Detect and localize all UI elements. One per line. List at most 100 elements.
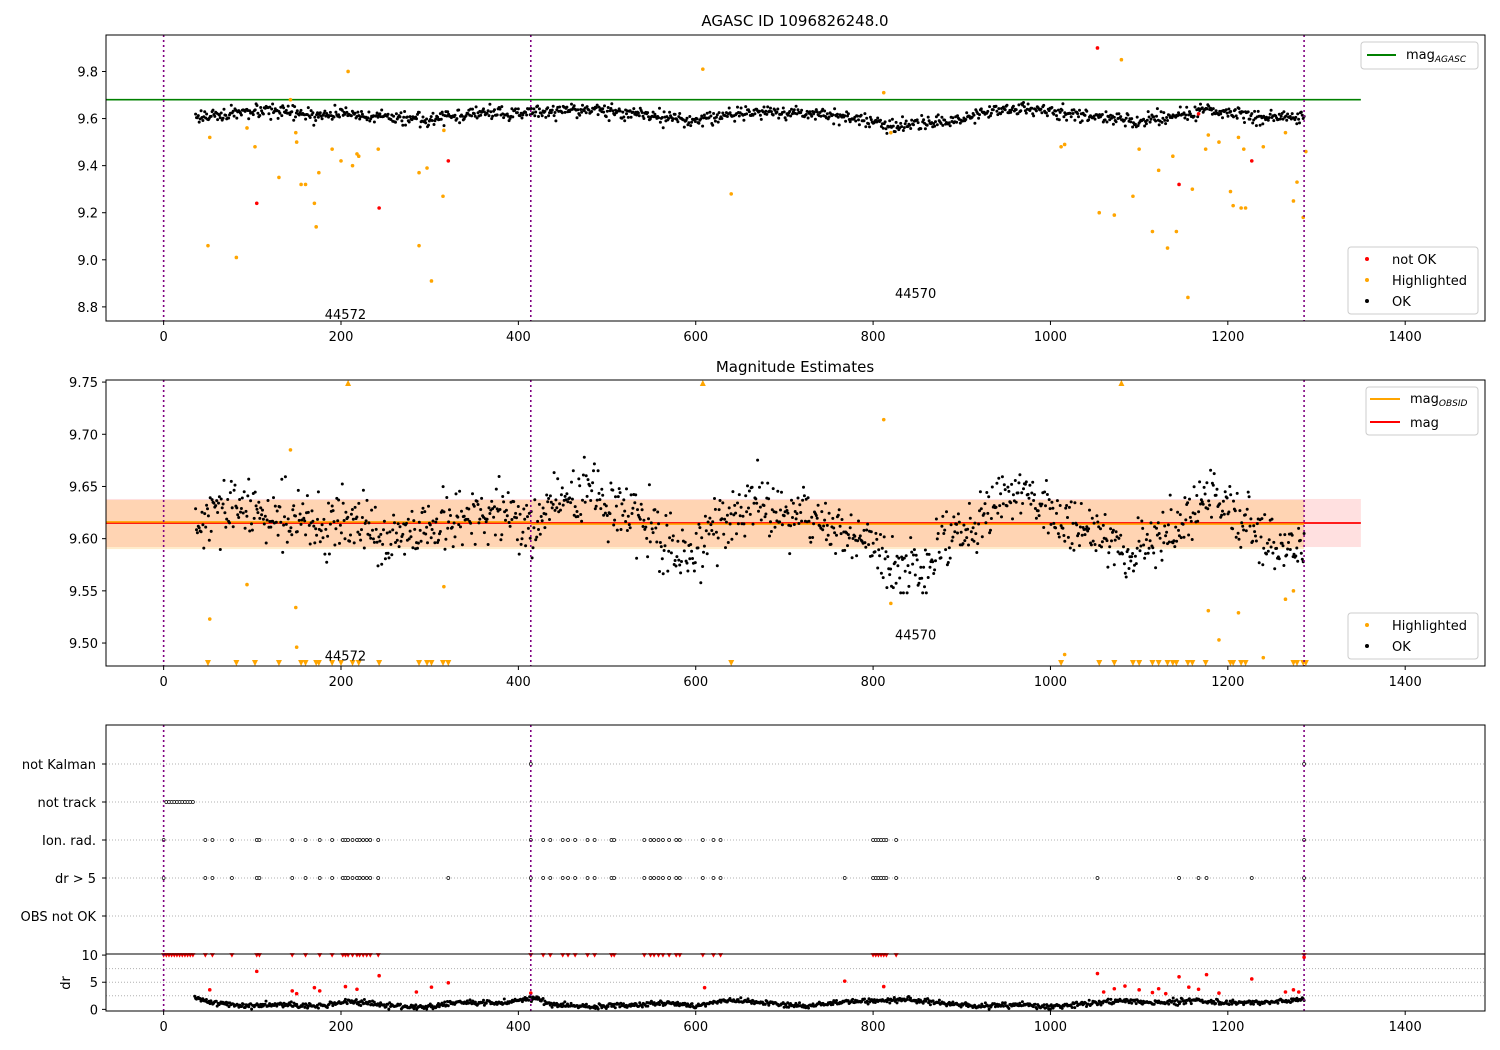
- ok-point: [457, 523, 461, 527]
- ok-point: [1049, 522, 1053, 526]
- ok-point: [487, 114, 491, 118]
- x-tick-label: 800: [861, 675, 886, 690]
- ok-point: [1227, 1003, 1231, 1006]
- ok-point: [1022, 105, 1026, 109]
- ok-point: [658, 1003, 662, 1007]
- ok-point: [1052, 112, 1056, 116]
- highlighted-point: [881, 90, 886, 95]
- ok-point: [731, 490, 735, 494]
- ok-point: [1139, 999, 1143, 1003]
- not-ok-point: [446, 159, 451, 163]
- ok-point: [1154, 119, 1158, 123]
- x-tick-label: 600: [683, 675, 708, 690]
- highlighted-offscale-low-marker: [1096, 660, 1103, 666]
- ok-point: [1229, 110, 1233, 113]
- ok-point: [1070, 542, 1074, 546]
- ok-point: [333, 103, 337, 107]
- ok-point: [242, 490, 246, 494]
- not-ok-point: [1177, 182, 1181, 187]
- ok-point: [549, 500, 553, 504]
- ok-point: [334, 110, 338, 114]
- ok-point: [472, 504, 476, 508]
- ok-point: [968, 516, 972, 520]
- ok-point: [205, 503, 209, 507]
- ok-point: [692, 569, 696, 573]
- ok-point: [1009, 501, 1013, 505]
- legend-mag-label: mag: [1410, 416, 1439, 431]
- ok-point: [306, 510, 310, 514]
- ok-point: [885, 131, 889, 135]
- ok-point: [1075, 1000, 1079, 1004]
- ok-point: [739, 505, 743, 509]
- ok-point: [221, 502, 225, 506]
- ok-point: [826, 533, 830, 537]
- ok-point: [802, 494, 806, 498]
- ok-point: [528, 536, 532, 540]
- ok-point: [1290, 533, 1294, 537]
- ok-point: [1162, 541, 1166, 545]
- ok-point: [1078, 525, 1082, 529]
- ok-point: [295, 530, 299, 534]
- ok-point: [671, 534, 675, 538]
- ok-point: [850, 556, 854, 560]
- ok-point: [863, 997, 866, 1001]
- ok-point: [1236, 531, 1240, 535]
- ok-point: [550, 506, 554, 510]
- ok-point: [866, 522, 870, 526]
- ok-point: [548, 494, 552, 498]
- ok-point: [909, 996, 912, 1000]
- ok-point: [526, 526, 530, 530]
- ok-point: [837, 508, 841, 512]
- ok-point: [1245, 507, 1249, 511]
- ok-point: [1221, 499, 1225, 503]
- highlighted-point: [1112, 213, 1117, 217]
- ok-point: [407, 120, 411, 124]
- flag-point: [368, 838, 373, 842]
- ok-point: [808, 110, 812, 114]
- ok-point: [771, 113, 775, 117]
- ok-point: [537, 502, 541, 506]
- ok-point: [625, 112, 628, 116]
- ok-point: [1298, 121, 1301, 125]
- ok-point: [402, 115, 406, 119]
- ok-point: [769, 520, 772, 524]
- flag-point: [357, 876, 362, 880]
- ok-point: [270, 107, 274, 111]
- legend-agasc-line: magAGASC: [1360, 41, 1479, 70]
- flag-point: [652, 838, 656, 842]
- ok-point: [563, 1000, 567, 1004]
- ok-point: [545, 493, 549, 497]
- ok-point: [446, 110, 450, 114]
- ok-point: [1228, 485, 1232, 488]
- ok-point: [944, 548, 948, 552]
- ok-point: [480, 496, 484, 500]
- ok-point: [576, 515, 580, 518]
- ok-point: [1294, 554, 1298, 558]
- ok-point: [923, 585, 926, 589]
- ok-point: [909, 536, 913, 540]
- ok-point: [655, 540, 659, 544]
- ok-point: [851, 997, 855, 1001]
- ok-point: [1232, 499, 1235, 503]
- ok-point: [988, 105, 992, 109]
- legend-highlighted-label: Highlighted: [1392, 274, 1467, 289]
- ok-point: [698, 526, 702, 530]
- flag-point: [541, 838, 546, 842]
- ok-point: [249, 499, 253, 503]
- ok-point: [1162, 111, 1166, 115]
- ok-point: [670, 538, 674, 542]
- ok-point: [417, 520, 421, 524]
- ok-point: [792, 108, 796, 112]
- ok-point: [1253, 530, 1257, 534]
- obsid-annotation: 44570: [895, 629, 936, 644]
- ok-point: [863, 112, 867, 116]
- flag-point: [541, 876, 546, 880]
- ok-point: [424, 121, 428, 125]
- ok-point: [547, 114, 551, 118]
- ok-point: [1048, 1007, 1052, 1011]
- ok-point: [1002, 1004, 1005, 1008]
- ok-point: [558, 502, 562, 506]
- ok-point: [303, 1005, 307, 1009]
- ok-point: [736, 105, 739, 109]
- ok-point: [549, 111, 553, 115]
